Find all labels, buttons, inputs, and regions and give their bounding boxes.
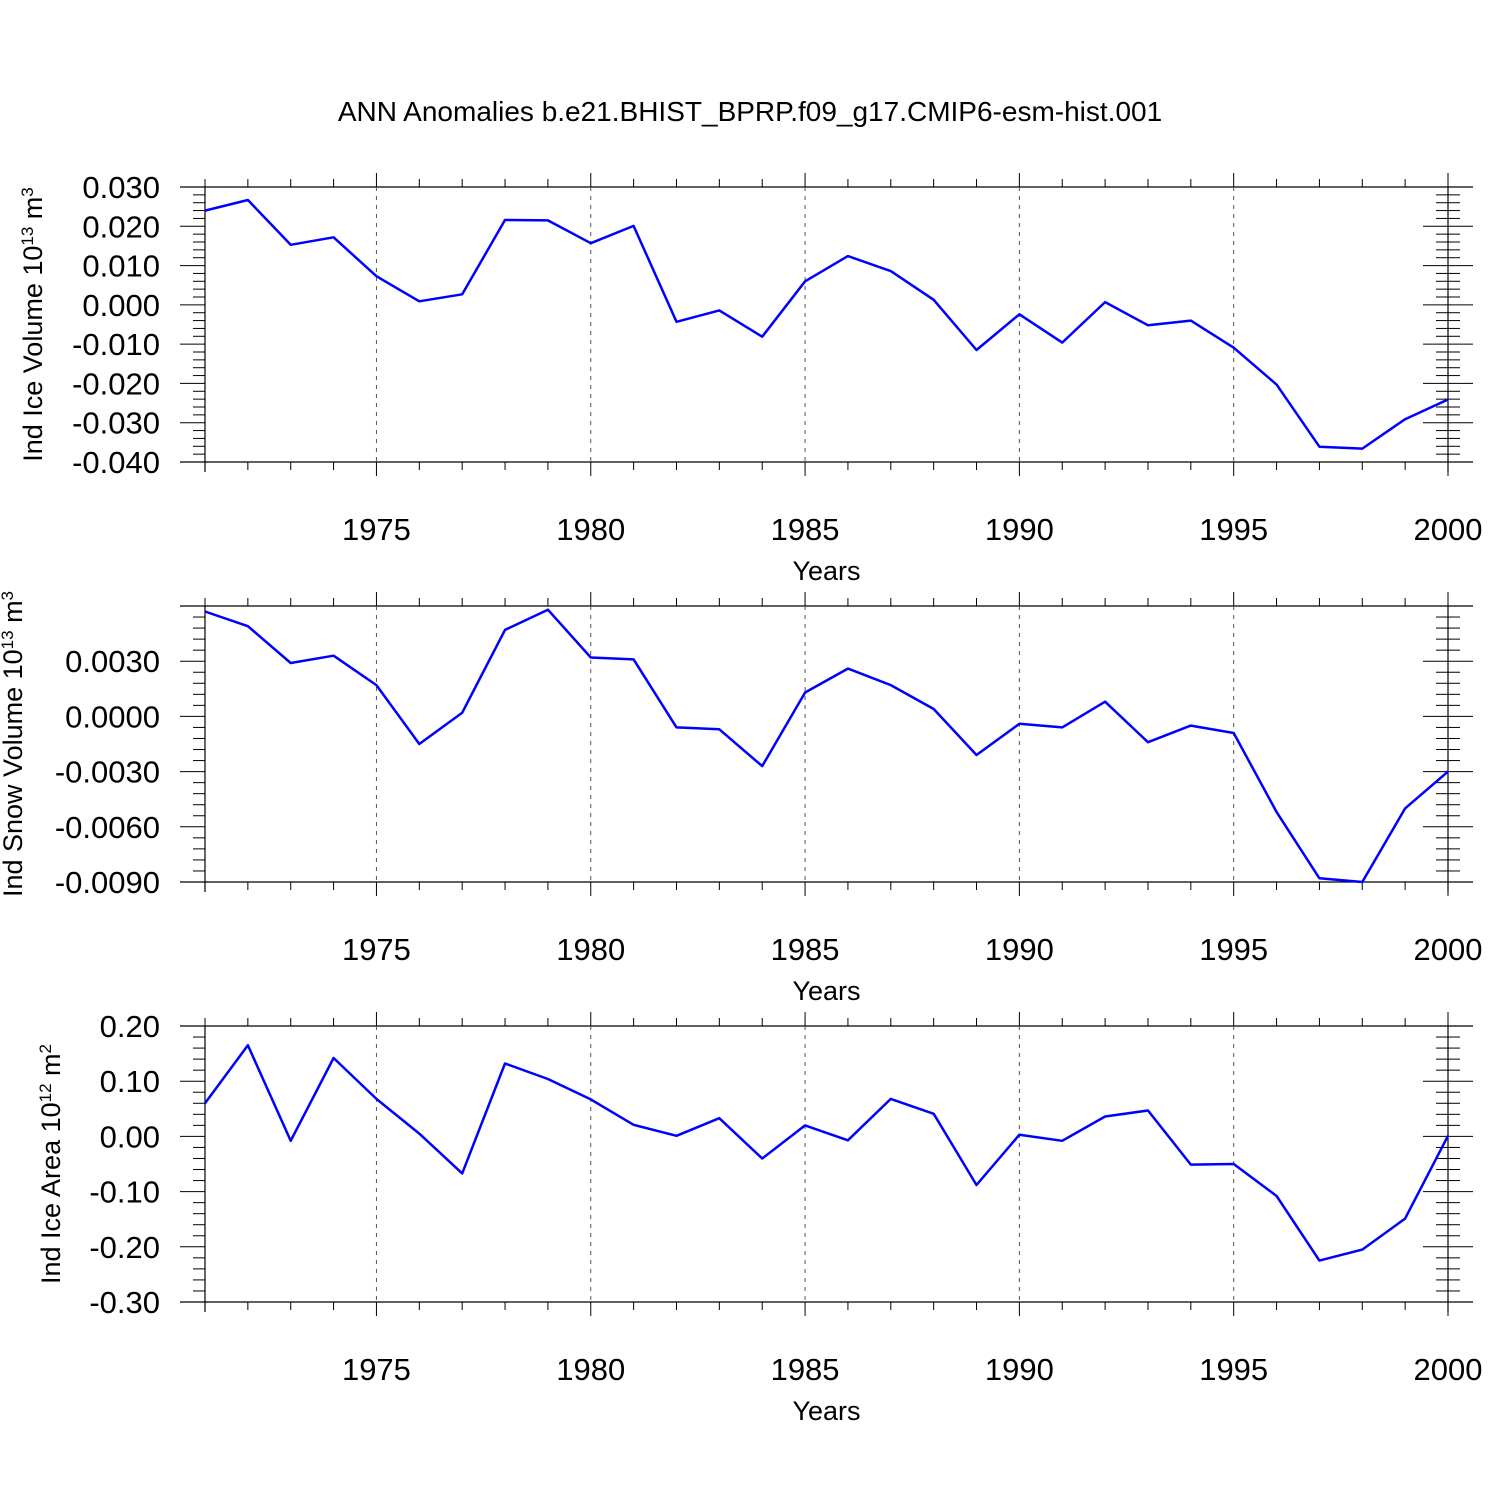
x-tick-label: 2000: [1414, 1352, 1483, 1387]
x-tick-label: 1995: [1199, 1352, 1268, 1387]
y-tick-label: 0.0000: [65, 699, 160, 734]
y-tick-label: -0.30: [89, 1285, 160, 1320]
y-tick-label: 0.000: [82, 288, 160, 323]
series-line: [204, 198, 1449, 450]
x-axis-label: Years: [792, 1396, 860, 1426]
panel-2: 1975 1980 1985 1990 1995 2000 -0.0090 -0.0060 -0…: [0, 591, 1482, 1006]
y-axis-label-part: Ind Ice Volume 10: [18, 246, 48, 462]
y-tick-label: -0.0060: [55, 810, 160, 845]
x-tick-label: 1995: [1199, 932, 1268, 967]
y-axis-label-superscript: 3: [0, 591, 17, 600]
x-tick-label: 1990: [985, 512, 1054, 547]
x-tick-label: 1985: [771, 512, 840, 547]
y-tick-label: 0.020: [82, 209, 160, 244]
y-axis-label-part: Ind Snow Volume 10: [0, 649, 28, 897]
y-tick-label: -0.10: [89, 1175, 160, 1210]
y-tick-label: 0.0030: [65, 644, 160, 679]
y-axis-label-part: Ind Ice Area 10: [36, 1102, 66, 1284]
y-axis-label-part: m: [18, 197, 48, 227]
y-axis-label-part: m: [0, 600, 28, 630]
x-tick-label: 1990: [985, 932, 1054, 967]
x-tick-label: 1980: [556, 512, 625, 547]
y-tick-label: -0.040: [72, 445, 160, 480]
x-axis-label: Years: [792, 976, 860, 1006]
y-axis-label: Ind Snow Volume 1013 m3: [0, 591, 28, 897]
x-tick-label: 1995: [1199, 512, 1268, 547]
y-tick-label: 0.10: [100, 1064, 160, 1099]
x-tick-label: 1990: [985, 1352, 1054, 1387]
y-axis-label-superscript: 2: [36, 1044, 55, 1053]
x-tick-label: 1985: [771, 932, 840, 967]
series-line: [204, 608, 1449, 884]
y-tick-label: 0.00: [100, 1119, 160, 1154]
y-axis-label-part: m: [36, 1053, 66, 1083]
x-tick-label: 1980: [556, 932, 625, 967]
y-tick-label: -0.0090: [55, 865, 160, 900]
x-tick-label: 2000: [1414, 512, 1483, 547]
y-axis-label: Ind Ice Area 1012 m2: [36, 1044, 67, 1284]
y-tick-label: 0.20: [100, 1009, 160, 1044]
y-axis-label-superscript: 12: [36, 1083, 55, 1102]
x-tick-label: 1980: [556, 1352, 625, 1387]
x-tick-label: 1975: [342, 932, 411, 967]
y-tick-label: -0.0030: [55, 755, 160, 790]
series-line: [203, 1044, 1450, 1262]
y-axis-label-superscript: 13: [18, 227, 37, 246]
panel-3: 1975 1980 1985 1990 1995 2000 -0.30 -0.20 -0.10 0…: [36, 1009, 1483, 1426]
y-axis-label-superscript: 13: [0, 630, 17, 649]
y-tick-label: -0.010: [72, 327, 160, 362]
panel-1: 1975 1980 1985 1990 1995 2000 -0.040 -0.030 -0.0…: [18, 170, 1483, 586]
y-axis-label-superscript: 3: [18, 187, 37, 196]
x-axis-label: Years: [792, 556, 860, 586]
x-tick-label: 1975: [342, 512, 411, 547]
y-axis-label: Ind Ice Volume 1013 m3: [18, 187, 49, 462]
x-tick-label: 1975: [342, 1352, 411, 1387]
y-tick-label: -0.20: [89, 1230, 160, 1265]
y-tick-label: 0.030: [82, 170, 160, 205]
x-tick-label: 2000: [1414, 932, 1483, 967]
x-tick-label: 1985: [771, 1352, 840, 1387]
y-tick-label: -0.030: [72, 406, 160, 441]
figure-title: ANN Anomalies b.e21.BHIST_BPRP.f09_g17.C…: [337, 96, 1163, 127]
y-tick-label: -0.020: [72, 366, 160, 401]
y-tick-label: 0.010: [82, 249, 160, 284]
